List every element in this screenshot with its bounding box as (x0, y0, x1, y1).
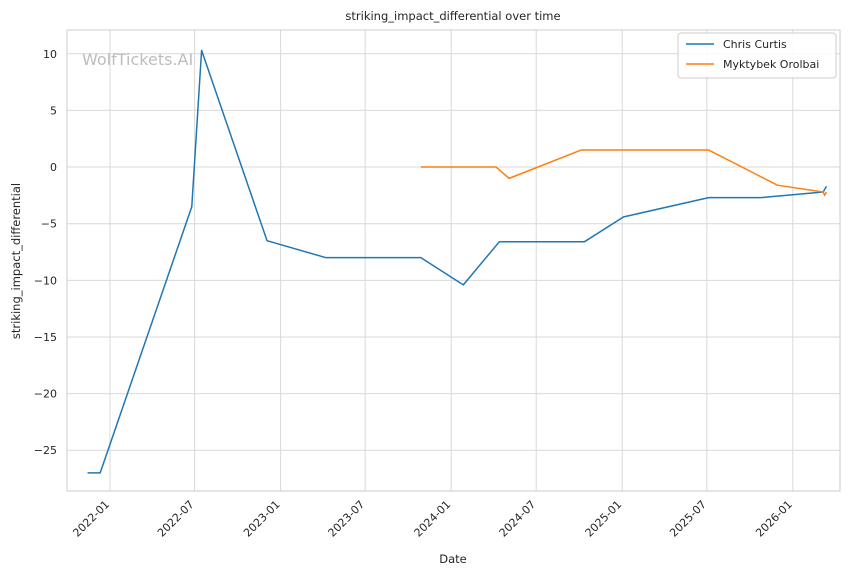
watermark-text: WolfTickets.AI (82, 50, 193, 69)
x-axis-ticks: 2022-01 2022-07 2023-01 2023-07 2024-01 2024-… (70, 498, 794, 540)
x-tick-label: 2023-07 (326, 498, 368, 540)
y-tick-label: −15 (34, 331, 57, 344)
y-axis-label: striking_impact_differential (9, 183, 23, 339)
x-tick-label: 2024-07 (497, 498, 539, 540)
legend: Chris Curtis Myktybek Orolbai (677, 32, 837, 79)
y-tick-label: 5 (50, 104, 57, 117)
y-tick-label: −5 (41, 218, 57, 231)
y-axis-ticks: 10 5 0 −5 −10 −15 −20 −25 (34, 48, 57, 457)
x-tick-label: 2025-01 (583, 498, 625, 540)
legend-label: Chris Curtis (723, 38, 787, 51)
x-tick-label: 2023-01 (241, 498, 283, 540)
x-tick-label: 2026-01 (753, 498, 795, 540)
x-axis-label: Date (439, 552, 467, 566)
series-line-myktybek-orolbai (420, 149, 828, 197)
grid (67, 30, 840, 491)
series-line-chris-curtis (87, 49, 828, 474)
plot-area-frame (66, 29, 841, 492)
legend-box (677, 32, 837, 79)
x-tick-label: 2022-07 (155, 498, 197, 540)
y-tick-label: −10 (34, 274, 57, 287)
y-tick-label: 0 (50, 161, 57, 174)
chart-title: striking_impact_differential over time (345, 9, 560, 23)
series-lines (87, 49, 828, 474)
y-tick-label: −25 (34, 444, 57, 457)
legend-label: Myktybek Orolbai (723, 58, 819, 71)
y-tick-label: 10 (43, 48, 57, 61)
x-tick-label: 2024-01 (412, 498, 454, 540)
x-tick-label: 2025-07 (667, 498, 709, 540)
y-tick-label: −20 (34, 388, 57, 401)
x-tick-label: 2022-01 (70, 498, 112, 540)
